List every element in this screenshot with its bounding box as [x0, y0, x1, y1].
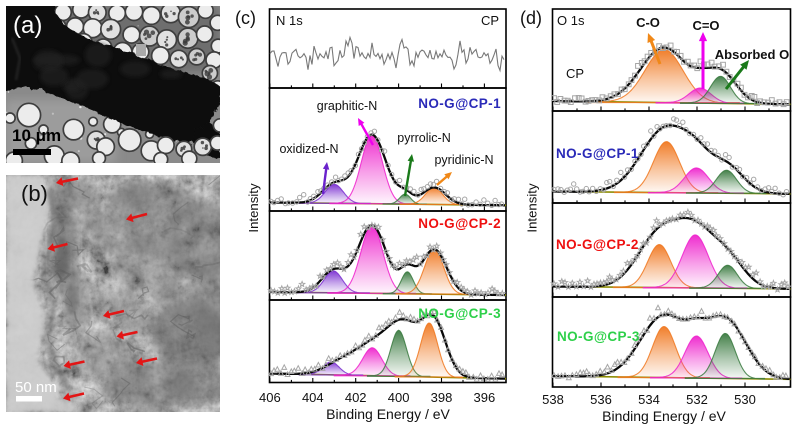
svg-text:pyridinic-N: pyridinic-N	[434, 153, 493, 167]
svg-text:pyrrolic-N: pyrrolic-N	[397, 131, 450, 145]
svg-text:538: 538	[542, 392, 564, 407]
svg-text:NO-G@CP-3: NO-G@CP-3	[557, 329, 640, 344]
svg-text:oxidized-N: oxidized-N	[279, 142, 338, 156]
svg-text:50 nm: 50 nm	[15, 379, 57, 396]
svg-text:396: 396	[474, 390, 496, 405]
svg-text:NO-G@CP-2: NO-G@CP-2	[418, 216, 501, 231]
svg-text:(c): (c)	[235, 8, 256, 28]
svg-text:400: 400	[388, 390, 410, 405]
svg-text:536: 536	[590, 392, 612, 407]
svg-text:NO-G@CP-1: NO-G@CP-1	[556, 146, 639, 161]
svg-text:NO-G@CP-1: NO-G@CP-1	[418, 96, 501, 111]
svg-text:398: 398	[431, 390, 453, 405]
svg-text:406: 406	[259, 390, 281, 405]
svg-text:534: 534	[638, 392, 660, 407]
svg-text:Intensity: Intensity	[246, 183, 261, 233]
svg-text:(b): (b)	[21, 181, 48, 206]
svg-text:O 1s: O 1s	[557, 13, 585, 28]
svg-text:404: 404	[302, 390, 324, 405]
svg-text:Binding Energy / eV: Binding Energy / eV	[326, 406, 450, 422]
svg-text:CP: CP	[481, 13, 499, 28]
svg-text:NO-G@CP-2: NO-G@CP-2	[556, 237, 639, 252]
svg-text:CP: CP	[566, 66, 584, 81]
svg-text:Absorbed O: Absorbed O	[715, 47, 789, 62]
svg-text:Intensity: Intensity	[524, 183, 539, 233]
svg-text:C=O: C=O	[692, 18, 719, 33]
svg-text:(a): (a)	[13, 12, 42, 39]
svg-text:10 μm: 10 μm	[12, 126, 61, 145]
svg-text:graphitic-N: graphitic-N	[317, 99, 377, 113]
svg-text:402: 402	[345, 390, 367, 405]
svg-text:Binding Energy / eV: Binding Energy / eV	[602, 408, 726, 424]
svg-text:NO-G@CP-3: NO-G@CP-3	[418, 306, 501, 321]
svg-text:N 1s: N 1s	[276, 13, 303, 28]
svg-text:532: 532	[686, 392, 708, 407]
svg-text:(d): (d)	[520, 8, 542, 28]
svg-text:530: 530	[734, 392, 756, 407]
svg-text:C-O: C-O	[636, 15, 660, 30]
